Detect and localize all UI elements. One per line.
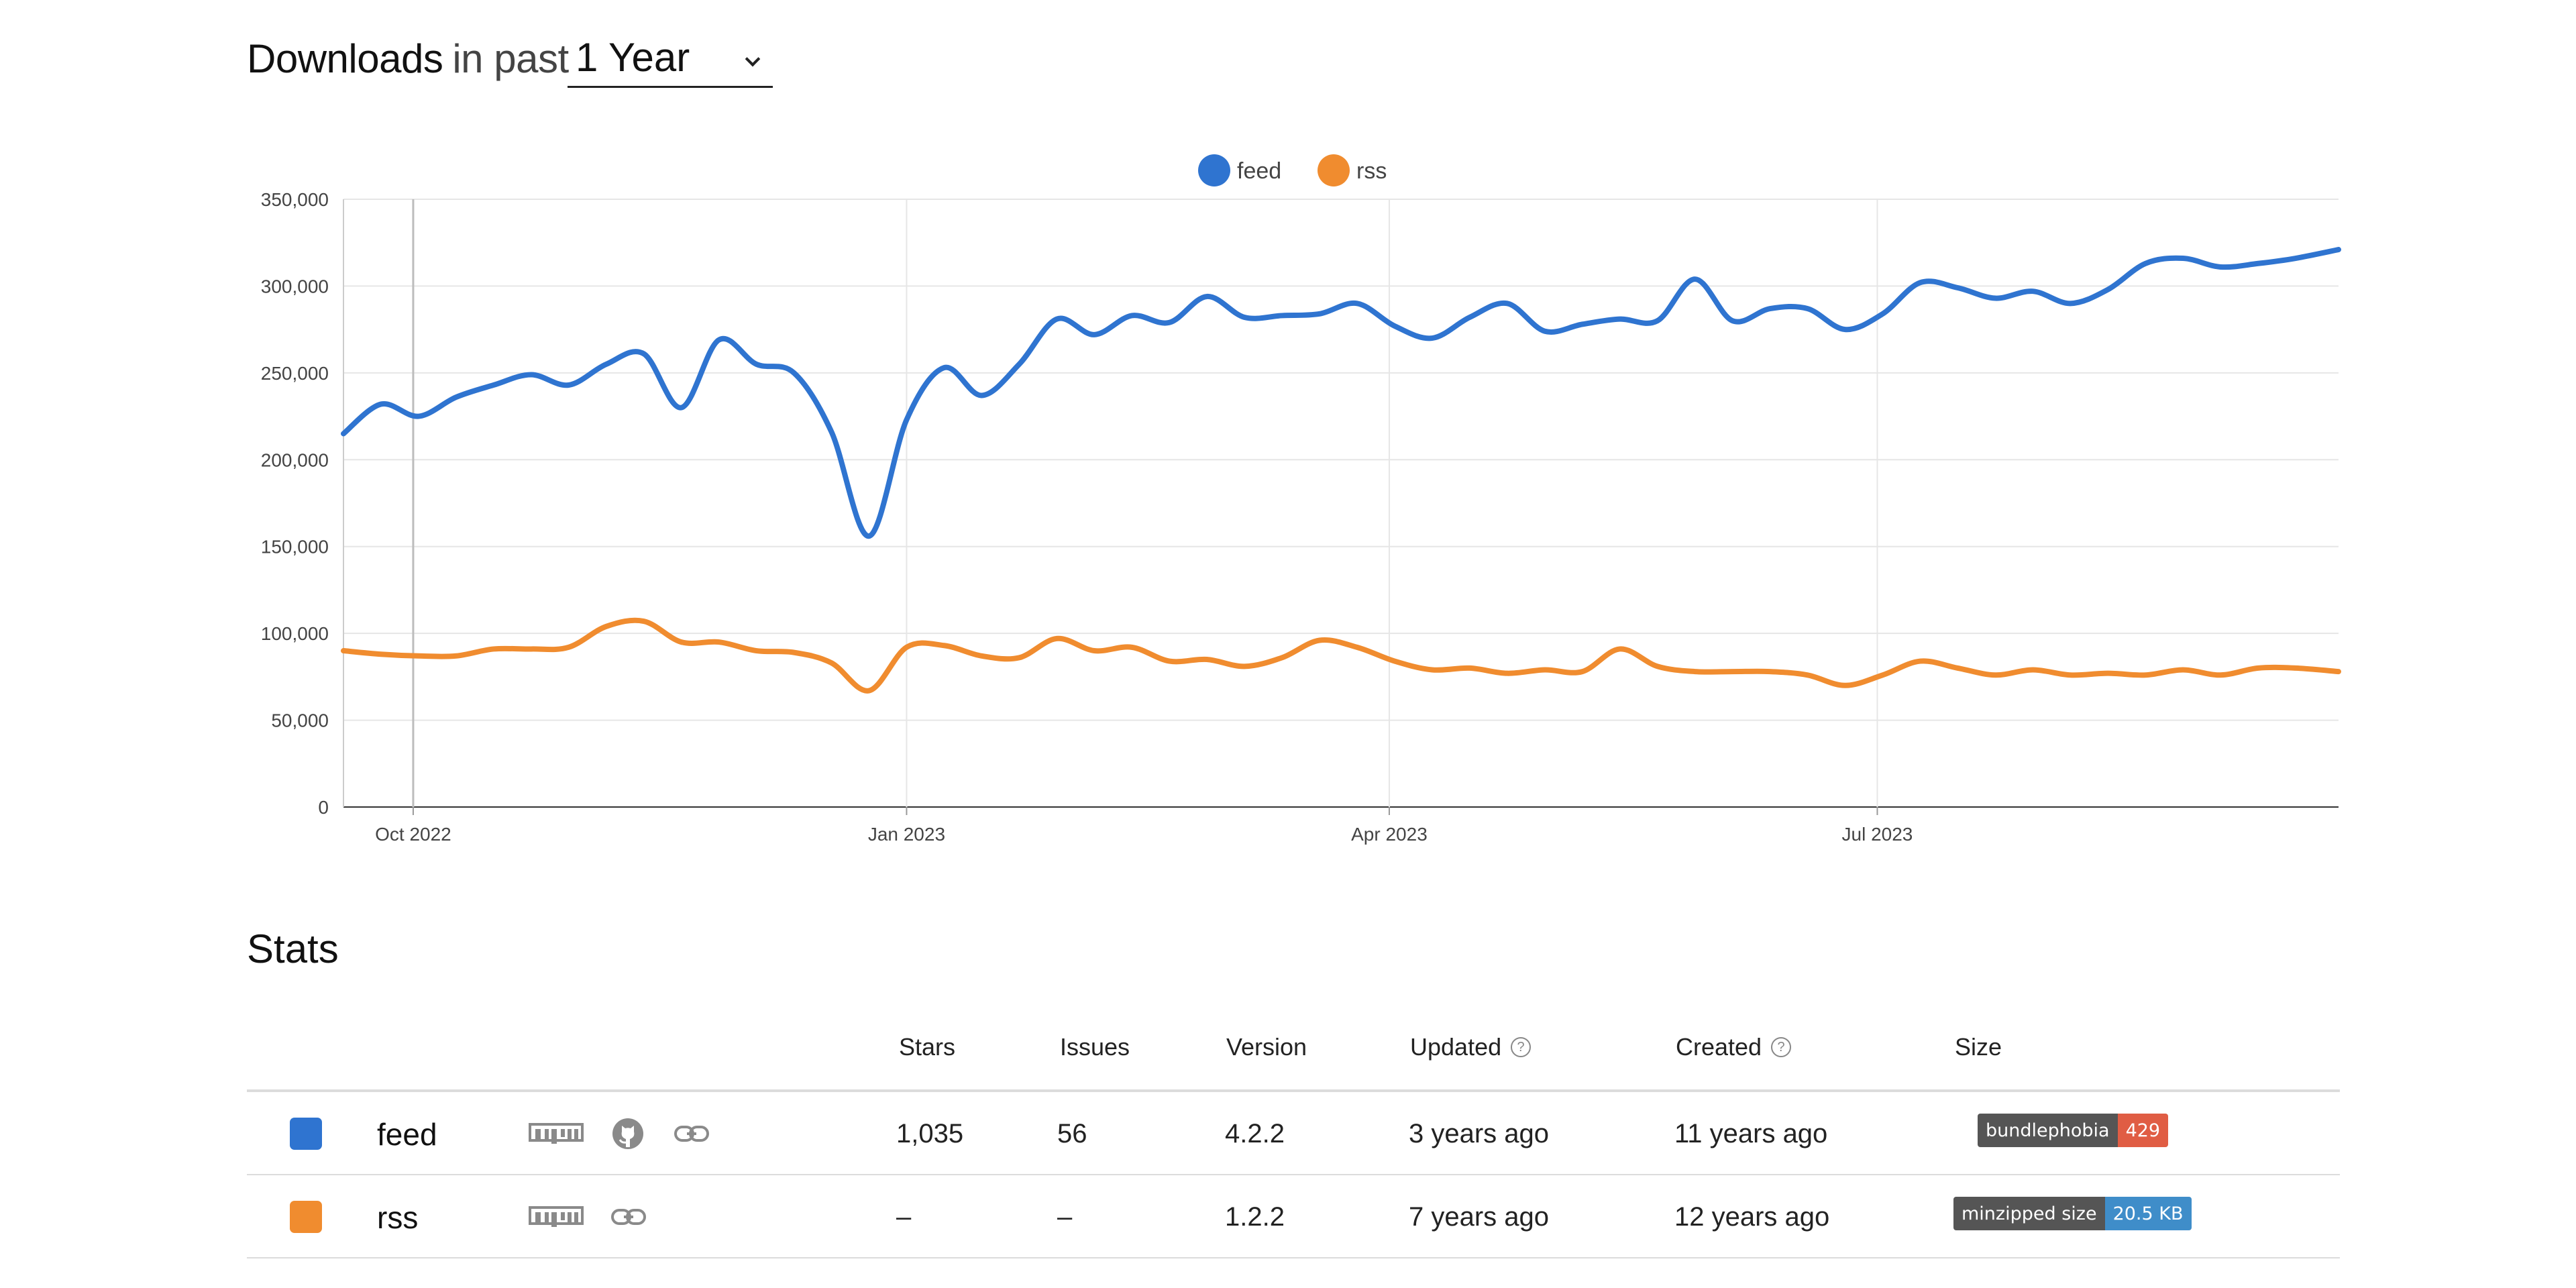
- size-badge-value: 429: [2117, 1114, 2169, 1147]
- period-select[interactable]: 1 Year: [568, 28, 773, 88]
- size-badge-label: minzipped size: [1953, 1197, 2105, 1230]
- x-tick-label: Apr 2023: [1351, 824, 1428, 845]
- downloads-chart: 350,000 300,000 250,000 200,000 150,000 100,0…: [261, 154, 2341, 845]
- x-tick-label: Oct 2022: [375, 824, 451, 845]
- help-icon[interactable]: ?: [1511, 1037, 1532, 1057]
- series-line-rss: [341, 617, 2341, 694]
- link-icon[interactable]: [674, 1116, 710, 1151]
- period-select-value: 1 Year: [576, 34, 690, 80]
- y-tick-label: 100,000: [261, 623, 329, 644]
- size-badge-value: 20.5 KB: [2104, 1197, 2192, 1230]
- header-divider: [247, 1089, 2340, 1092]
- table-row-feed: feed 1,035 56 4.2.2 3: [247, 1092, 2340, 1175]
- created-value: 12 years ago: [1674, 1202, 1830, 1232]
- y-tick-label: 0: [318, 797, 329, 818]
- y-tick-label: 350,000: [261, 189, 329, 210]
- y-tick-label: 250,000: [261, 363, 329, 384]
- stars-value: –: [896, 1202, 912, 1232]
- created-value: 11 years ago: [1674, 1119, 1828, 1148]
- help-icon[interactable]: ?: [1771, 1037, 1792, 1057]
- series-line-feed: [341, 247, 2341, 539]
- updated-value: 7 years ago: [1409, 1202, 1550, 1232]
- downloads-subtitle: in past: [452, 36, 569, 81]
- x-tick-label: Jan 2023: [868, 824, 945, 845]
- package-name[interactable]: feed: [377, 1117, 437, 1152]
- size-badge[interactable]: bundlephobia 429: [1978, 1114, 2169, 1147]
- size-badge-label: bundlephobia: [1978, 1114, 2118, 1147]
- legend-label-feed: feed: [1237, 158, 1281, 184]
- x-tick-label: Jul 2023: [1842, 824, 1913, 845]
- legend-marker-feed: [1198, 154, 1230, 186]
- column-header-updated-label: Updated: [1410, 1033, 1502, 1061]
- legend-label-rss: rss: [1356, 158, 1387, 184]
- downloads-heading: Downloads in past: [247, 28, 569, 89]
- npm-icon[interactable]: [529, 1199, 584, 1234]
- npm-icon[interactable]: [529, 1116, 584, 1151]
- column-header-size: Size: [1955, 1033, 2002, 1061]
- y-tick-label: 150,000: [261, 537, 329, 557]
- table-row-rss: rss – – 1.2.2 7 years ago 12 years ago m…: [247, 1175, 2340, 1258]
- version-value: 1.2.2: [1225, 1202, 1285, 1232]
- version-value: 4.2.2: [1225, 1119, 1285, 1148]
- downloads-title: Downloads: [247, 36, 443, 81]
- issues-value: –: [1057, 1202, 1073, 1232]
- updated-value: 3 years ago: [1409, 1119, 1550, 1148]
- color-swatch: [290, 1201, 322, 1233]
- y-tick-label: 50,000: [271, 710, 329, 731]
- column-header-version: Version: [1226, 1033, 1307, 1061]
- y-tick-label: 200,000: [261, 449, 329, 470]
- package-name[interactable]: rss: [377, 1200, 419, 1235]
- github-icon[interactable]: [610, 1116, 645, 1151]
- link-icon[interactable]: [610, 1199, 647, 1234]
- y-tick-label: 300,000: [261, 276, 329, 297]
- column-header-stars: Stars: [899, 1033, 956, 1061]
- issues-value: 56: [1057, 1119, 1087, 1148]
- column-header-updated: Updated ?: [1410, 1033, 1532, 1061]
- size-badge[interactable]: minzipped size 20.5 KB: [1953, 1197, 2192, 1230]
- column-header-created: Created ?: [1676, 1033, 1792, 1061]
- stats-title: Stats: [247, 926, 339, 971]
- column-header-created-label: Created: [1676, 1033, 1762, 1061]
- color-swatch: [290, 1118, 322, 1150]
- column-header-issues: Issues: [1060, 1033, 1130, 1061]
- legend-marker-rss: [1318, 154, 1350, 186]
- stars-value: 1,035: [896, 1119, 964, 1148]
